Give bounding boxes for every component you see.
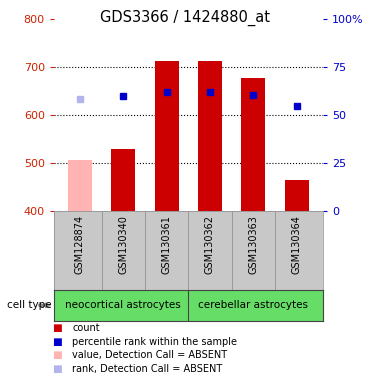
Text: GDS3366 / 1424880_at: GDS3366 / 1424880_at: [101, 10, 270, 26]
Text: cerebellar astrocytes: cerebellar astrocytes: [198, 300, 308, 310]
Text: GSM130364: GSM130364: [292, 215, 302, 274]
Bar: [285, 180, 309, 211]
Bar: [198, 61, 222, 211]
Text: GSM130340: GSM130340: [118, 215, 128, 274]
Text: value, Detection Call = ABSENT: value, Detection Call = ABSENT: [72, 350, 227, 360]
Bar: [68, 160, 92, 211]
Text: ■: ■: [52, 337, 62, 347]
Text: cell type: cell type: [7, 300, 52, 310]
Text: GSM130361: GSM130361: [162, 215, 172, 274]
Text: ■: ■: [52, 364, 62, 374]
Bar: [242, 78, 265, 211]
Text: ■: ■: [52, 350, 62, 360]
Text: count: count: [72, 323, 100, 333]
Text: rank, Detection Call = ABSENT: rank, Detection Call = ABSENT: [72, 364, 223, 374]
Bar: [155, 61, 178, 211]
Text: percentile rank within the sample: percentile rank within the sample: [72, 337, 237, 347]
Text: GSM130362: GSM130362: [205, 215, 215, 274]
Bar: [111, 149, 135, 211]
Text: ■: ■: [52, 323, 62, 333]
Text: GSM128874: GSM128874: [75, 215, 85, 274]
Text: neocortical astrocytes: neocortical astrocytes: [65, 300, 181, 310]
Text: GSM130363: GSM130363: [248, 215, 258, 274]
